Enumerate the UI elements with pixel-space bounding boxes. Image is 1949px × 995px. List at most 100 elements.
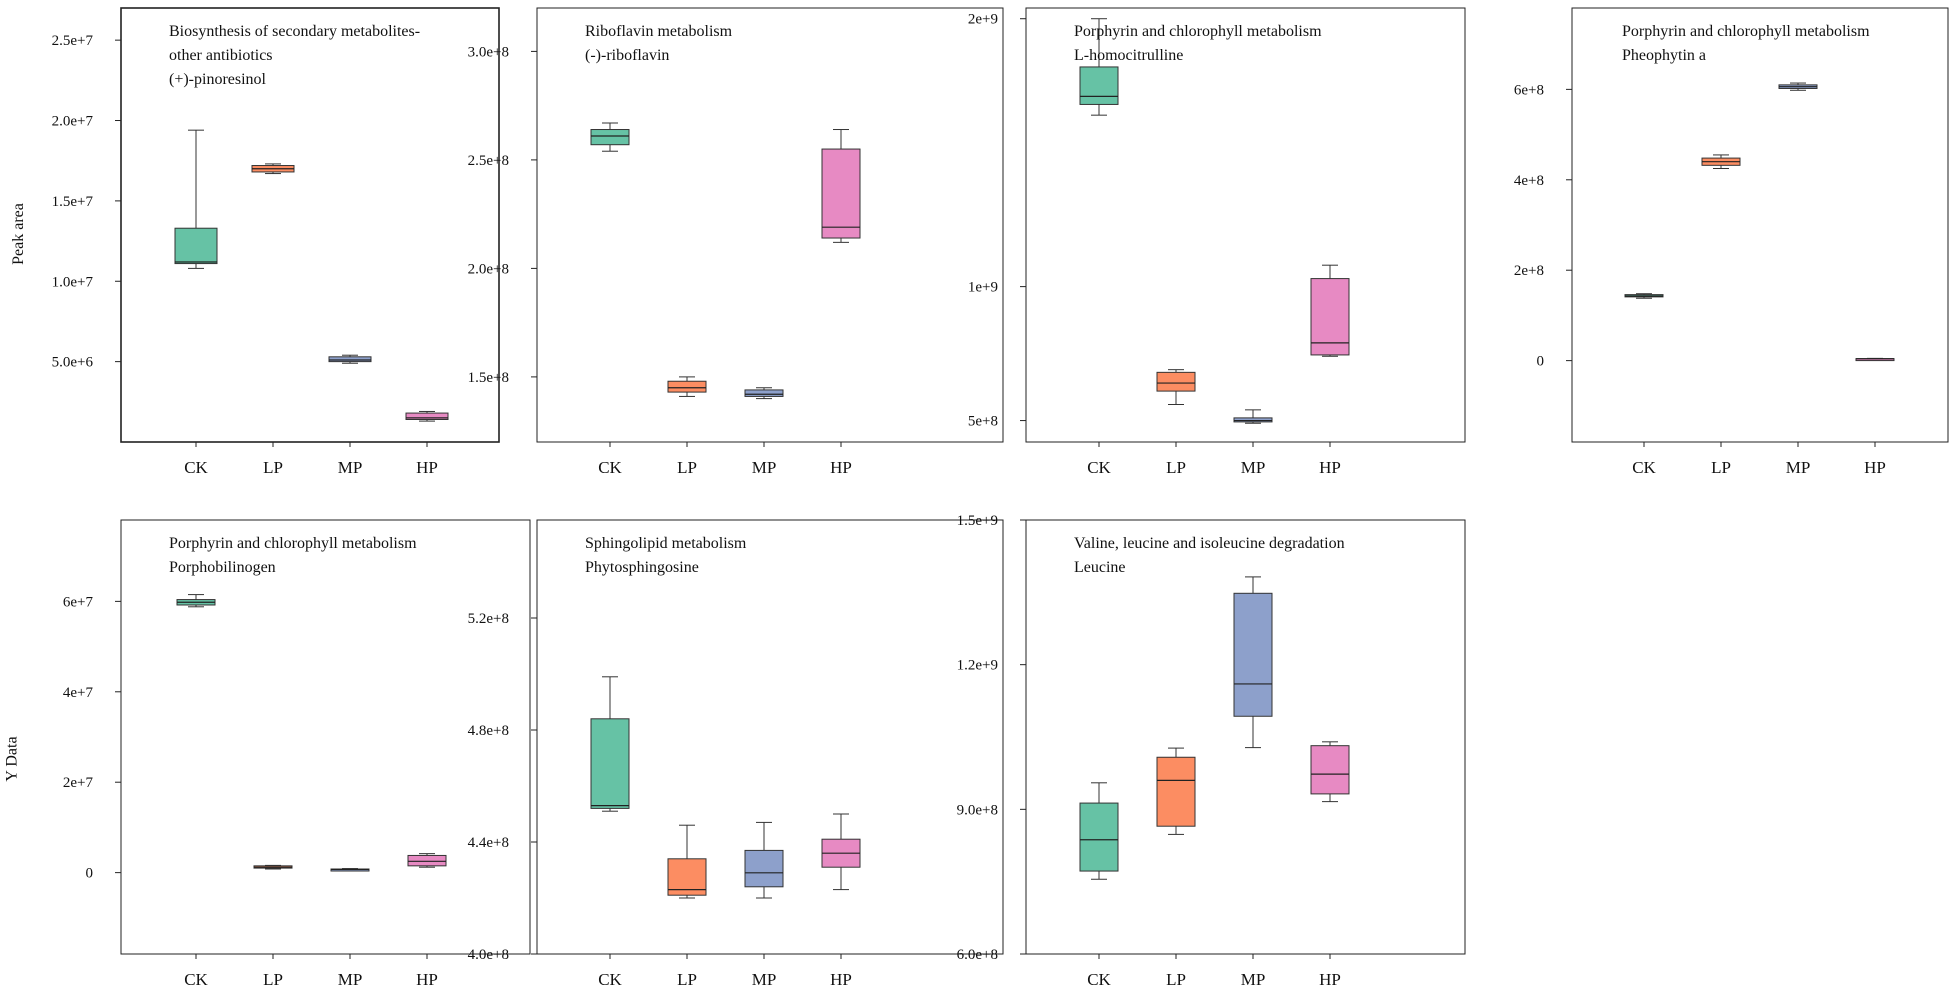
panel-title-line: Valine, leucine and isoleucine degradati…	[1074, 535, 1345, 552]
panel-title-line: Porphyrin and chlorophyll metabolism	[1074, 23, 1322, 40]
x-tick-label: LP	[1711, 458, 1731, 477]
panel-2: 1.5e+8 2.0e+8 2.5e+8 3.0e+8 CK LP MP HP Riboflav…	[468, 7, 1004, 477]
x-tick-label: MP	[752, 970, 777, 989]
y-tick-label: 5.0e+6	[52, 355, 94, 371]
panel-7: 6.0e+8 9.0e+8 1.2e+9 1.5e+9 CK LP MP HP Valine, …	[957, 513, 1466, 989]
box-hp	[407, 854, 447, 867]
x-tick-label: MP	[338, 458, 363, 477]
y-tick-label: 5e+8	[968, 414, 998, 430]
y-tick-label: 4e+7	[63, 685, 94, 701]
y-tick-label: 1e+9	[968, 280, 998, 296]
panel-title-line: Leucine	[1074, 559, 1126, 576]
x-tick-label: CK	[598, 970, 622, 989]
y-tick-label: 0	[86, 866, 94, 882]
x-tick-label: HP	[1319, 458, 1341, 477]
x-tick-label: LP	[677, 458, 697, 477]
y-tick-label: 1.5e+7	[52, 194, 94, 210]
panel-title-line: Pheophytin a	[1622, 47, 1706, 64]
panel-title-line: L-homocitrulline	[1074, 47, 1183, 64]
y-tick-label: 4e+8	[1514, 173, 1544, 189]
y-tick-label: 6e+7	[63, 594, 94, 610]
y-tick-label: 5.2e+8	[468, 611, 509, 627]
x-tick-label: CK	[184, 458, 208, 477]
y-tick-label: 2.5e+8	[468, 153, 509, 169]
box-mp	[1233, 417, 1273, 423]
y-axis-title-bottom: Y Data	[3, 736, 21, 782]
panel-title-line: Biosynthesis of secondary metabolites-	[169, 23, 420, 40]
panel-title-line: Phytosphingosine	[585, 559, 699, 576]
box-mp	[1233, 592, 1273, 717]
box-hp	[405, 412, 449, 420]
y-tick-label: 2.5e+7	[52, 33, 94, 49]
y-tick-label: 4.4e+8	[468, 835, 509, 851]
x-tick-label: CK	[598, 458, 622, 477]
x-tick-label: CK	[184, 970, 208, 989]
x-tick-label: LP	[677, 970, 697, 989]
panel-6: 4.0e+8 4.4e+8 4.8e+8 5.2e+8 CK LP MP HP Sphingol…	[468, 519, 1004, 989]
y-tick-label: 3.0e+8	[468, 44, 509, 60]
panel-title-line: Porphobilinogen	[169, 559, 276, 576]
box-lp	[667, 380, 707, 393]
plot-frame	[536, 7, 1004, 443]
y-tick-label: 4.8e+8	[468, 723, 509, 739]
plot-frame	[120, 519, 531, 955]
y-tick-label: 2e+8	[1514, 263, 1544, 279]
x-tick-label: HP	[830, 458, 852, 477]
x-tick-label: MP	[1241, 970, 1266, 989]
plot-frame	[120, 7, 500, 443]
box-ck	[1079, 66, 1119, 105]
y-tick-label: 0	[1537, 354, 1545, 370]
box-lp	[1156, 371, 1196, 392]
y-tick-label: 2e+9	[968, 12, 998, 28]
x-tick-label: HP	[416, 458, 438, 477]
x-tick-label: HP	[830, 970, 852, 989]
x-tick-label: MP	[752, 458, 777, 477]
panel-5: 0 2e+7 4e+7 6e+7 CK LP MP HP Porphyrin and chlor…	[63, 519, 531, 989]
y-tick-label: 1.5e+8	[468, 370, 509, 386]
x-tick-label: HP	[1864, 458, 1886, 477]
box-ck	[174, 227, 218, 265]
plot-frame	[1025, 7, 1466, 443]
box-hp	[1310, 278, 1350, 356]
box-mp	[744, 389, 784, 397]
box-hp	[821, 148, 861, 239]
box-lp	[1156, 756, 1196, 827]
panel-title-line: (-)-riboflavin	[585, 47, 669, 64]
box-ck	[590, 718, 630, 809]
panel-4: 0 2e+8 4e+8 6e+8 CK LP MP HP Porphyrin and chlor…	[1514, 7, 1949, 477]
x-tick-label: CK	[1087, 458, 1111, 477]
panel-title-line: other antibiotics	[169, 47, 273, 64]
x-tick-label: LP	[263, 458, 283, 477]
panel-title-line: Porphyrin and chlorophyll metabolism	[169, 535, 417, 552]
box-ck	[1079, 802, 1119, 872]
x-tick-label: LP	[1166, 970, 1186, 989]
y-tick-label: 1.2e+9	[957, 658, 998, 674]
y-tick-label: 4.0e+8	[468, 947, 509, 963]
y-tick-label: 9.0e+8	[957, 802, 998, 818]
x-tick-label: HP	[416, 970, 438, 989]
panel-title-line: Sphingolipid metabolism	[585, 535, 747, 552]
y-tick-label: 2.0e+7	[52, 114, 94, 130]
x-tick-label: MP	[1786, 458, 1811, 477]
x-tick-label: CK	[1632, 458, 1656, 477]
y-tick-label: 2e+7	[63, 775, 94, 791]
panel-title-line: Porphyrin and chlorophyll metabolism	[1622, 23, 1870, 40]
plot-frame	[1025, 519, 1466, 955]
y-tick-label: 6.0e+8	[957, 947, 998, 963]
plot-frame	[536, 519, 1004, 955]
box-mp	[328, 356, 372, 363]
box-mp	[744, 849, 784, 888]
x-tick-label: MP	[338, 970, 363, 989]
plot-frame	[1571, 7, 1949, 443]
y-axis-title-top: Peak area	[9, 203, 27, 265]
panel-title-line: (+)-pinoresinol	[169, 71, 267, 88]
box-hp	[1310, 745, 1350, 795]
y-tick-label: 6e+8	[1514, 82, 1544, 98]
y-tick-label: 2.0e+8	[468, 261, 509, 277]
x-tick-label: LP	[263, 970, 283, 989]
x-tick-label: MP	[1241, 458, 1266, 477]
x-tick-label: LP	[1166, 458, 1186, 477]
y-tick-label: 1.5e+9	[957, 513, 998, 529]
panel-3: 5e+8 1e+9 2e+9 CK LP MP HP Porphyrin and chloro…	[968, 7, 1466, 477]
